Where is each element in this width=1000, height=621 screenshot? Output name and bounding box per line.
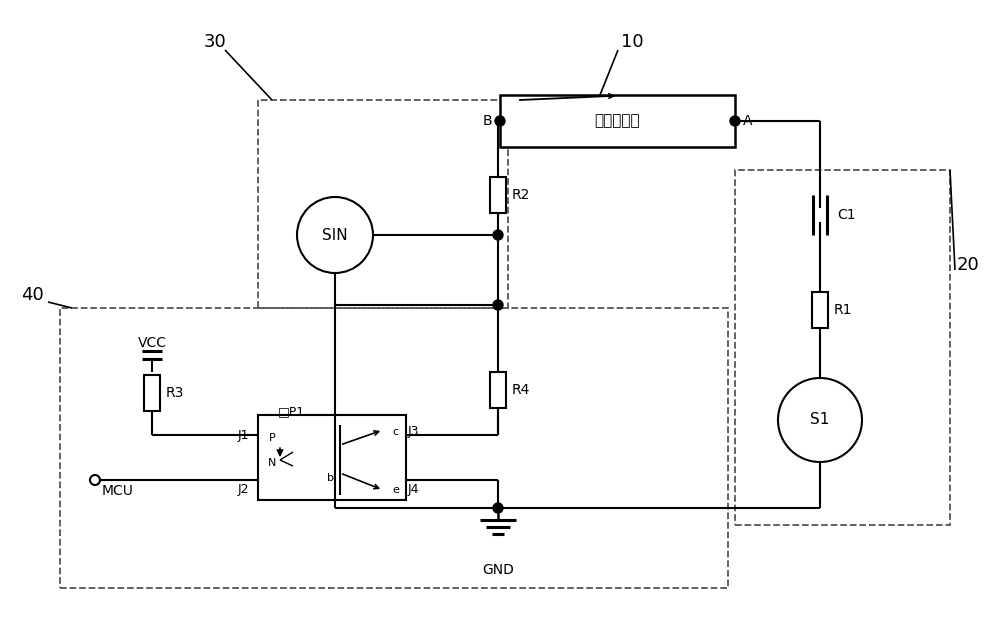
Text: J3: J3 [408,425,420,438]
Text: b: b [326,473,334,483]
Bar [60,308,728,588]
Text: J1: J1 [238,428,249,442]
Text: R4: R4 [512,383,530,397]
Text: MCU: MCU [102,484,134,498]
Bar [258,415,406,500]
Circle shape [297,197,373,273]
Circle shape [493,230,503,240]
Text: R3: R3 [166,386,184,400]
Bar [500,95,735,147]
Text: GND: GND [482,563,514,577]
Text: J4: J4 [408,484,420,497]
Text: J2: J2 [238,484,249,497]
Circle shape [493,300,503,310]
Bar [490,372,506,408]
Text: A: A [743,114,753,128]
Text: P: P [269,433,275,443]
Text: R2: R2 [512,188,530,202]
Text: VCC: VCC [138,336,166,350]
Circle shape [730,116,740,126]
Text: 40: 40 [21,286,43,304]
Circle shape [778,378,862,462]
Bar [490,177,506,213]
Bar [144,375,160,411]
Circle shape [495,116,505,126]
Bar [812,292,828,328]
Text: C1: C1 [837,208,856,222]
Text: S1: S1 [810,412,830,427]
Text: N: N [268,458,276,468]
Text: 20: 20 [957,256,979,274]
Text: 30: 30 [204,33,226,51]
Bar [258,100,508,308]
Circle shape [90,475,100,485]
Circle shape [493,503,503,513]
Text: B: B [482,114,492,128]
Text: 直流接觸器: 直流接觸器 [594,114,640,129]
Text: c: c [392,427,398,437]
Text: e: e [392,485,399,495]
Text: SIN: SIN [322,227,348,242]
Text: □P1: □P1 [278,406,305,419]
Text: 10: 10 [621,33,643,51]
Text: R1: R1 [834,303,852,317]
Bar [735,170,950,525]
